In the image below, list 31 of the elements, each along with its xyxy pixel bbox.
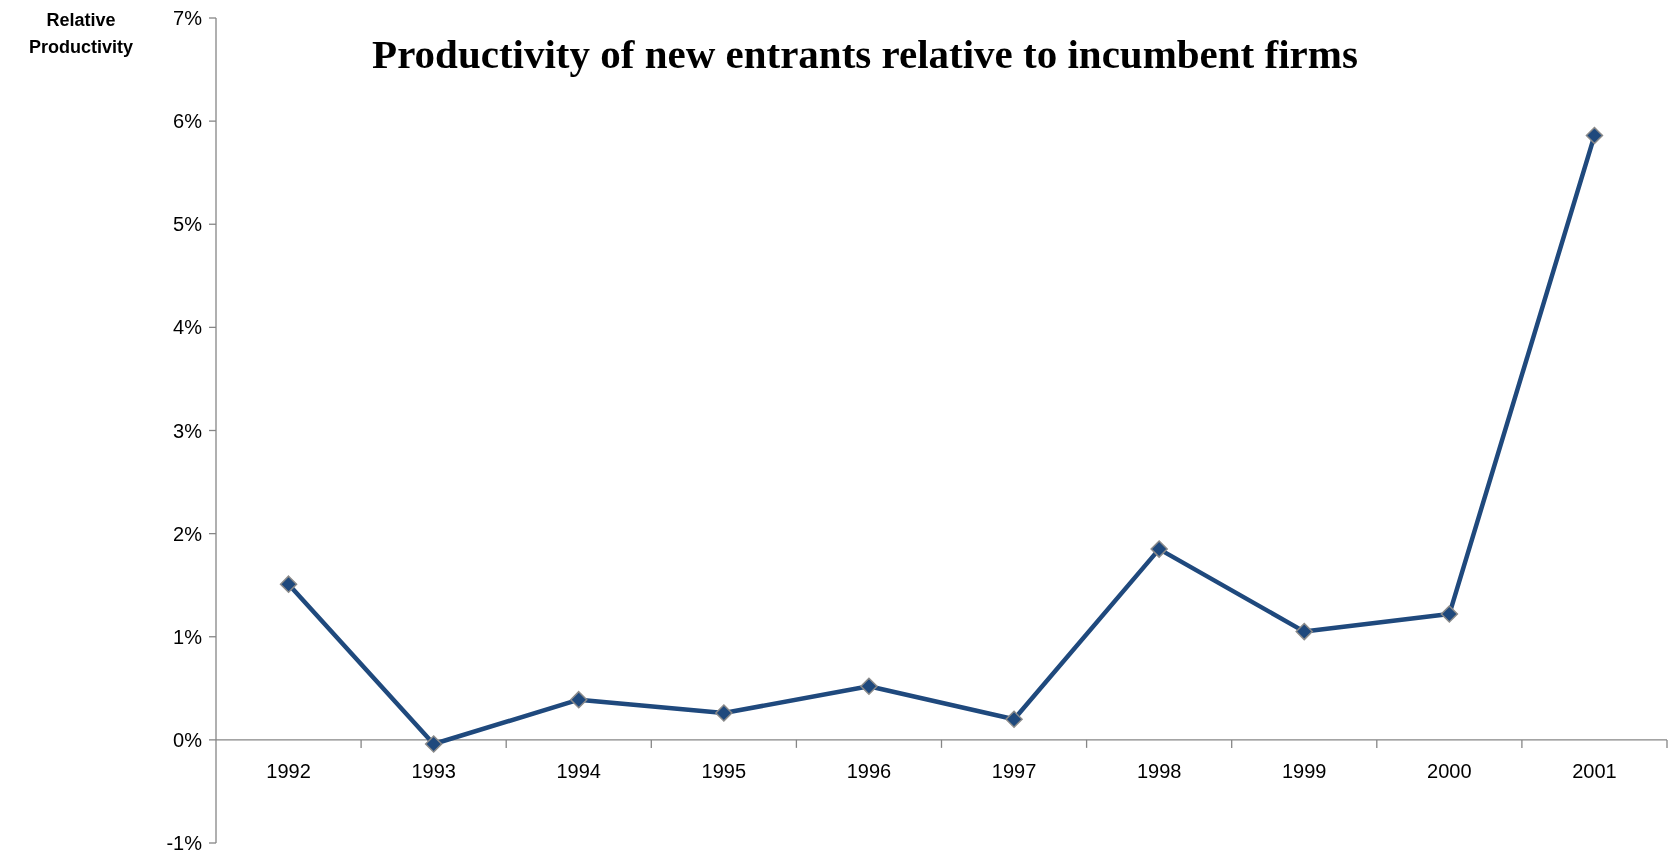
- x-tick-label: 1993: [411, 759, 456, 782]
- x-tick-label: 1997: [991, 759, 1037, 782]
- y-tick-label: 2%: [173, 522, 203, 545]
- x-tick-label: 1996: [846, 759, 892, 782]
- y-tick-label: 5%: [173, 213, 203, 236]
- y-axis-title: Relative Productivity: [28, 10, 134, 57]
- point: [1005, 710, 1023, 728]
- y-tick-label: 7%: [173, 7, 203, 29]
- point: [1585, 126, 1604, 145]
- point: [1440, 605, 1459, 623]
- point: [1150, 540, 1168, 558]
- point: [715, 704, 733, 722]
- y-tick-label: 3%: [173, 419, 203, 442]
- point: [1295, 622, 1313, 641]
- point: [860, 677, 878, 695]
- y-tick-label: -1%: [166, 832, 203, 854]
- y-tick-label: 0%: [173, 728, 203, 751]
- y-tick-label: 1%: [173, 625, 203, 648]
- y-tick-label: 4%: [173, 316, 203, 339]
- x-tick-label: 1994: [556, 759, 601, 782]
- x-tick-label: 1992: [266, 759, 311, 782]
- point: [424, 735, 443, 753]
- point: [570, 690, 588, 709]
- chart-title: Productivity of new entrants relative to incumbent firms: [372, 31, 1358, 77]
- point: [279, 575, 298, 593]
- x-tick-label: 1995: [701, 759, 747, 782]
- x-tick-label: 1998: [1136, 759, 1182, 782]
- x-tick-label: 2000: [1427, 759, 1472, 782]
- x-tick-label: 1999: [1282, 759, 1327, 782]
- y-tick-label: 6%: [173, 110, 203, 133]
- x-tick-label: 2001: [1572, 759, 1617, 782]
